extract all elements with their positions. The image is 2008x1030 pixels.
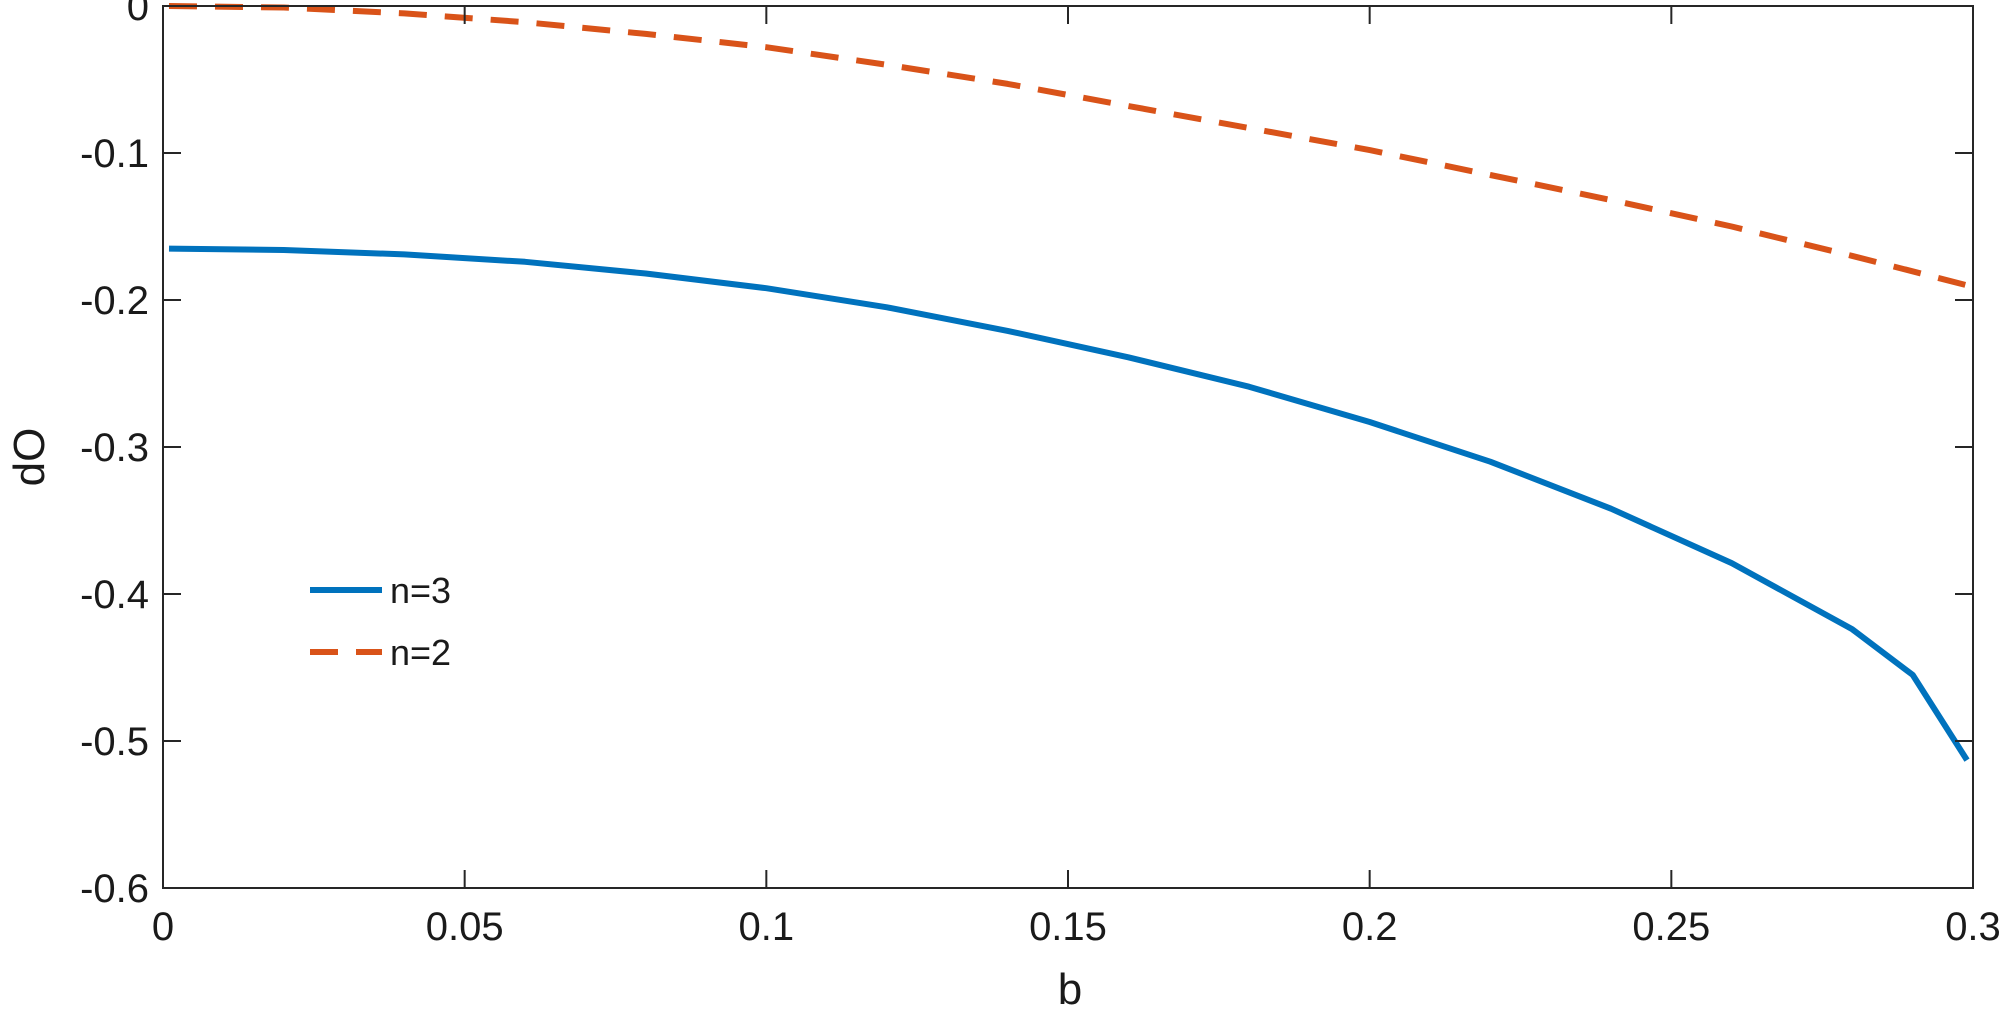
y-tick-label: -0.6: [80, 867, 149, 911]
series-line-n-3: [168, 245, 1970, 762]
x-tick-label: 0.1: [739, 905, 795, 949]
x-axis-ticks: 0 0.05 0.1 0.15 0.2 0.25 0.3: [152, 6, 2001, 949]
legend-label: n=2: [390, 632, 451, 673]
plot-area: [163, 6, 1973, 888]
y-axis-title: dO: [5, 428, 54, 487]
legend-label: n=3: [390, 570, 451, 611]
x-tick-label: 0.3: [1945, 905, 2001, 949]
y-axis-ticks: 0 -0.1 -0.2 -0.3 -0.4 -0.5 -0.6: [80, 0, 1973, 911]
plot-background: [163, 6, 1973, 888]
x-tick-label: 0.15: [1029, 905, 1107, 949]
y-tick-label: -0.2: [80, 279, 149, 323]
x-tick-label: 0.05: [426, 905, 504, 949]
y-tick-label: -0.1: [80, 132, 149, 176]
x-tick-label: 0.25: [1632, 905, 1710, 949]
y-tick-label: -0.4: [80, 573, 149, 617]
x-tick-label: 0: [152, 905, 174, 949]
x-axis-title: b: [1058, 965, 1082, 1014]
y-tick-label: -0.5: [80, 720, 149, 764]
legend: n=3 n=2: [310, 570, 451, 673]
y-tick-label: -0.3: [80, 426, 149, 470]
y-tick-label: 0: [127, 0, 149, 29]
x-tick-label: 0.2: [1342, 905, 1398, 949]
